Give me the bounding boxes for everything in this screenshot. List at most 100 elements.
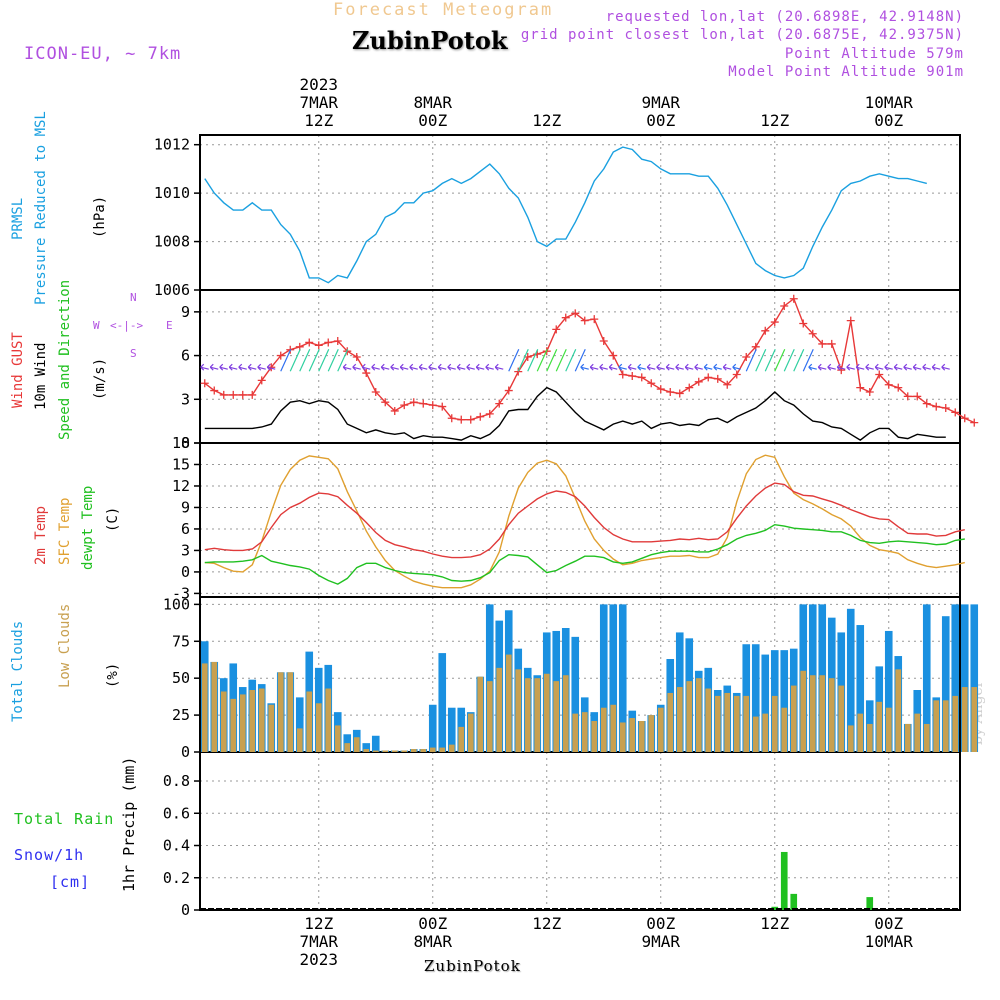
gust-line-point: [713, 374, 722, 383]
wind-arrow: [280, 348, 292, 372]
low-cloud-bar: [762, 713, 769, 752]
gust-line-point: [324, 338, 333, 347]
low-cloud-bar: [591, 721, 598, 752]
low-cloud-bar: [838, 685, 845, 752]
wind-arrow: [764, 348, 776, 372]
wind-arrow: [308, 348, 320, 372]
wind-arrow-head: [219, 363, 224, 371]
bottom-time-label-line: 9MAR: [641, 932, 681, 951]
low-cloud-bar: [239, 694, 246, 752]
y-tick-label: 15: [172, 455, 190, 473]
total-cloud-bar: [609, 604, 618, 752]
bottom-time-label-line: 2023: [299, 950, 339, 969]
low-cloud-bar: [296, 728, 303, 752]
low-cloud-bar: [695, 678, 702, 752]
low-cloud-bar: [743, 695, 750, 752]
low-cloud-bar: [952, 695, 959, 752]
gust-line-point: [742, 353, 751, 362]
y-tick-label: 0: [181, 901, 190, 919]
low-cloud-bar: [809, 675, 816, 752]
low-cloud-bar: [448, 744, 455, 752]
low-cloud-bar: [619, 722, 626, 752]
wind-arrow: [856, 366, 865, 370]
top-time-label: 9MAR 00Z: [641, 94, 680, 130]
wind-arrow-head: [713, 363, 718, 371]
y-tick-label: 1006: [154, 281, 190, 299]
gust-line-point: [466, 415, 475, 424]
panel-frame: [199, 751, 961, 911]
top-time-label: 10MAR 00Z: [865, 94, 913, 130]
low-cloud-bar: [496, 667, 503, 752]
wind-arrow: [438, 366, 447, 370]
gust-line-point: [761, 326, 770, 335]
wind-arrow-head: [447, 363, 452, 371]
y-tick-label: 0.6: [163, 804, 190, 822]
sfc-temp-line: [204, 454, 965, 589]
low-cloud-bar: [714, 695, 721, 752]
gust-line-point: [495, 399, 504, 408]
wind-arrow-head: [209, 363, 214, 371]
wind-arrow: [599, 366, 608, 370]
y-tick-label: 18: [172, 434, 190, 452]
gust-line-point: [732, 370, 741, 379]
gust-line-point: [865, 388, 874, 396]
wind-arrow: [932, 366, 941, 370]
total-cloud-bar: [856, 625, 865, 752]
wind-arrow: [732, 366, 741, 370]
wind-arrow: [517, 348, 529, 372]
wind-arrow-head: [941, 363, 946, 371]
gust-line-point: [770, 318, 779, 327]
wind-arrow: [827, 366, 836, 370]
low-cloud-bar: [771, 695, 778, 752]
low-cloud-bar: [581, 712, 588, 752]
wind-arrow: [229, 366, 238, 370]
wind-arrow: [704, 366, 713, 370]
top-time-label-line: 12Z: [532, 111, 562, 130]
wind-arrow: [200, 366, 209, 370]
gust-line-point: [438, 402, 447, 411]
bottom-time-label-line: 00Z: [874, 914, 904, 933]
precip-snow-label: Snow/1h: [14, 846, 85, 864]
low-cloud-bar: [344, 743, 351, 752]
gust-line-point: [599, 337, 608, 345]
wind-arrow-head: [608, 363, 613, 371]
y-tick-label: 1010: [154, 184, 190, 202]
wind-arrow: [713, 366, 722, 370]
top-time-label-line: 10MAR: [864, 93, 913, 112]
gust-line-point: [362, 369, 371, 378]
wind-arrow: [238, 366, 247, 370]
low-cloud-bar: [524, 678, 531, 752]
low-cloud-bar: [657, 707, 664, 752]
wind-arrow-head: [694, 363, 699, 371]
wind-arrow: [574, 348, 586, 372]
y-tick-label: 50: [172, 669, 190, 687]
wind-arrow-head: [912, 363, 917, 371]
gust-line-point: [609, 351, 618, 360]
low-cloud-bar: [515, 669, 522, 752]
gust-line-point: [476, 412, 485, 421]
wind-arrow-head: [618, 363, 623, 371]
gust-line-point: [257, 376, 266, 385]
wind-arrow: [609, 366, 618, 370]
low-cloud-bar: [800, 670, 807, 752]
top-time-label-line: 12Z: [760, 111, 790, 130]
gust-line-point: [704, 373, 713, 382]
low-cloud-bar: [230, 698, 237, 752]
low-cloud-bar: [648, 715, 655, 752]
low-cloud-bar: [534, 678, 541, 752]
wind-arrow: [327, 348, 339, 372]
precip-rain-label: Total Rain: [14, 810, 115, 828]
gust-line-point: [837, 366, 846, 375]
wind-arrow: [675, 366, 684, 370]
gust-line-point: [656, 385, 665, 394]
wind-arrow: [289, 348, 301, 372]
total-cloud-bar: [960, 604, 969, 752]
y-tick-label: 0: [181, 434, 190, 452]
gust-line-point: [457, 415, 466, 424]
low-cloud-bar: [268, 704, 275, 752]
wind-arrow-head: [656, 363, 661, 371]
low-cloud-bar: [828, 678, 835, 752]
low-cloud-bar: [676, 687, 683, 752]
low-cloud-bar: [724, 692, 731, 752]
